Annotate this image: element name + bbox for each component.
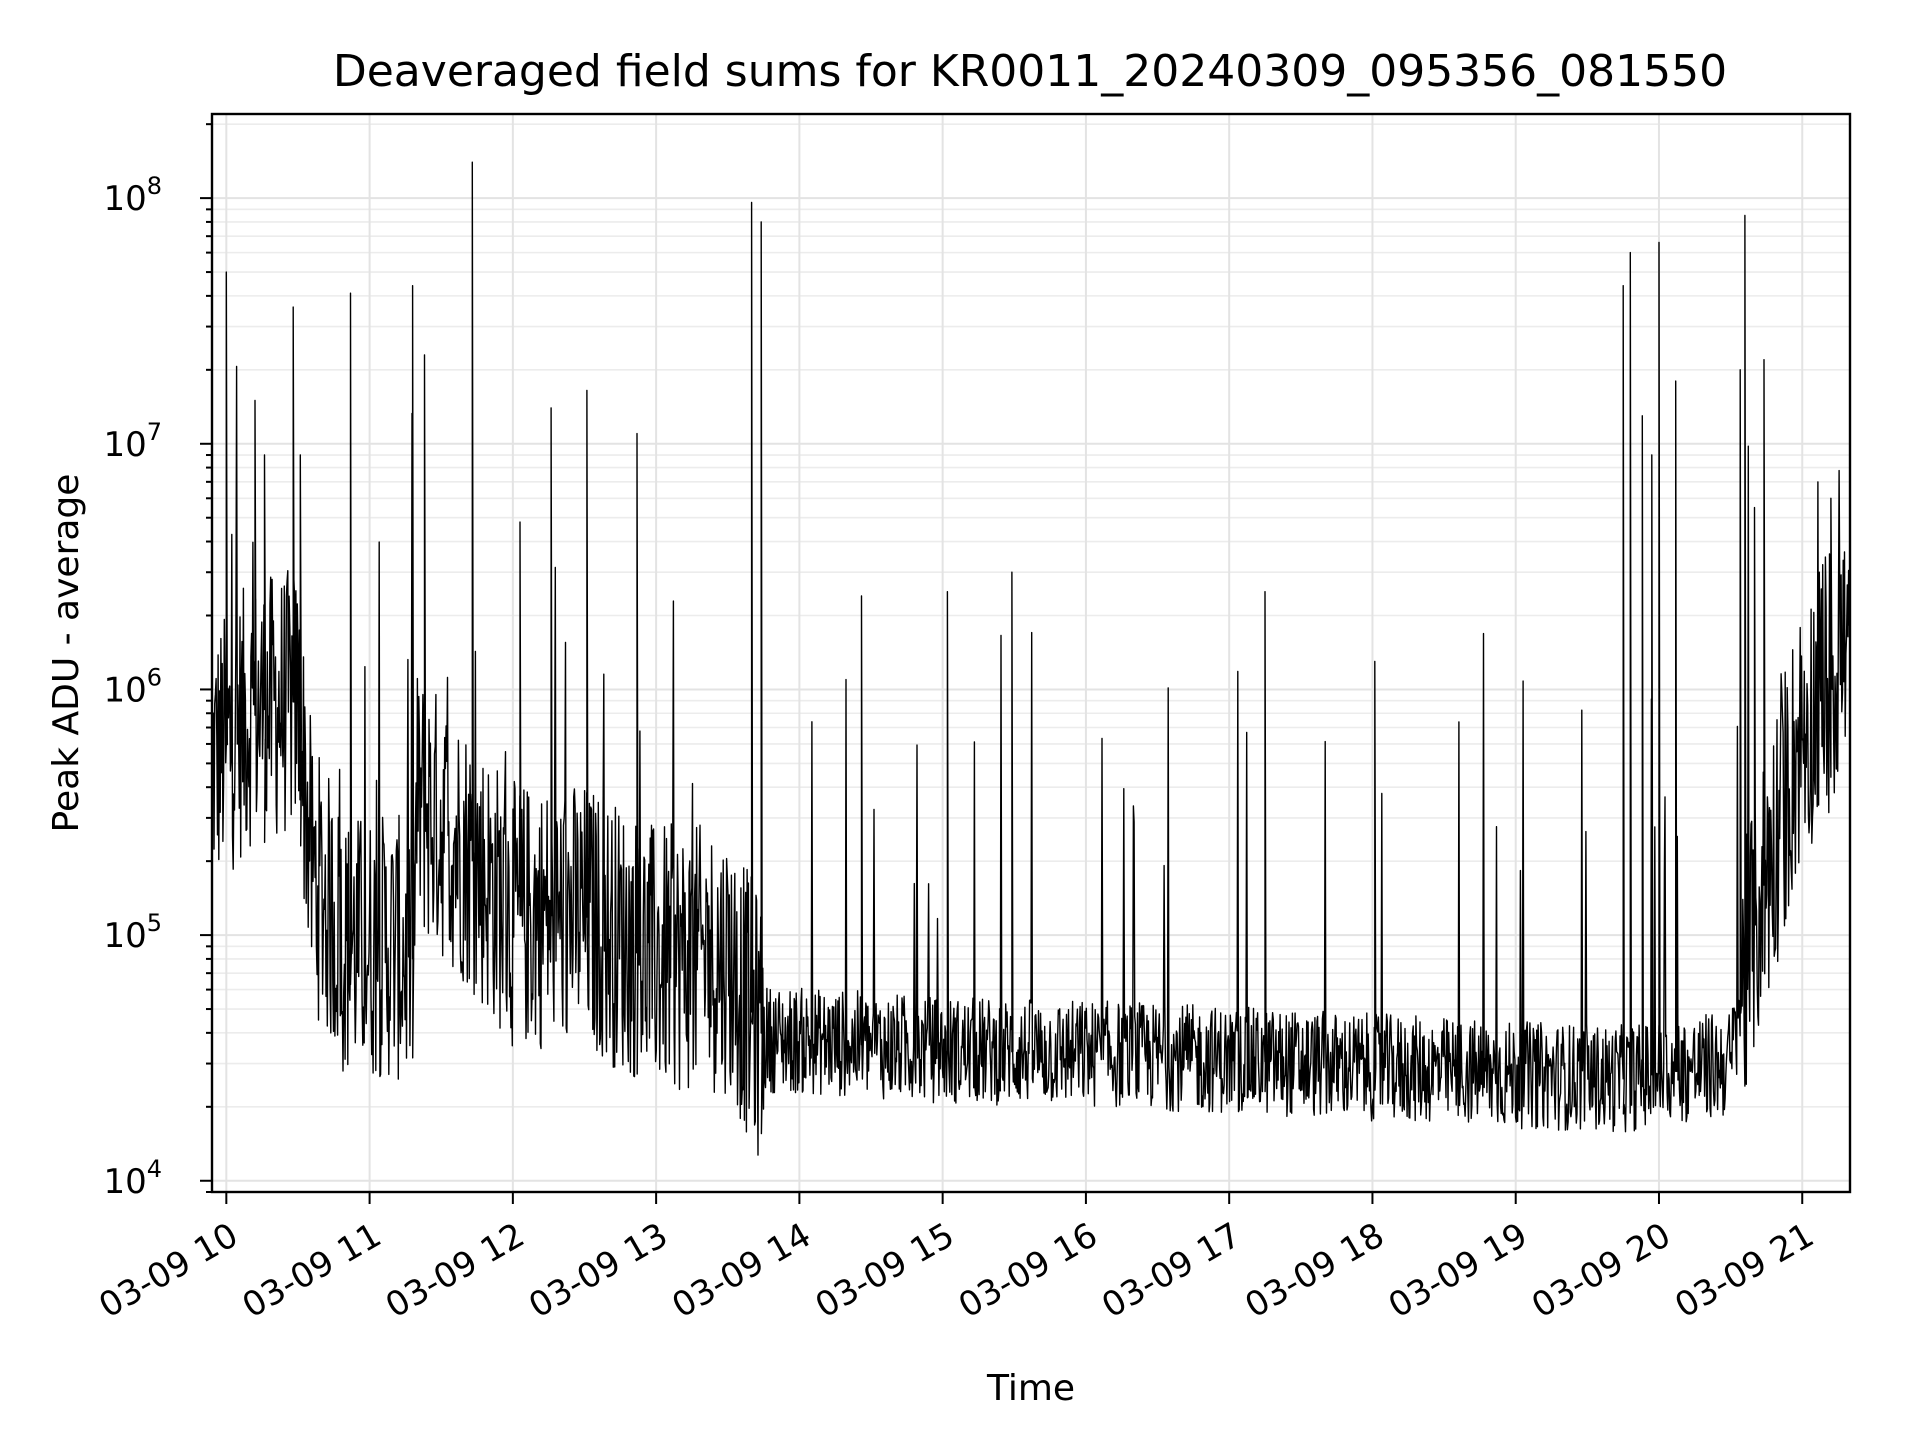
y-tick-exponent: 4	[147, 1155, 162, 1183]
chart-title: Deaveraged field sums for KR0011_2024030…	[333, 46, 1727, 97]
x-axis-label: Time	[986, 1368, 1075, 1409]
y-axis-label: Peak ADU - average	[46, 474, 87, 833]
y-tick-exponent: 6	[147, 663, 162, 691]
series-line	[211, 161, 1851, 1156]
y-tick-exponent: 7	[147, 418, 162, 446]
plot-frame	[210, 112, 1852, 1194]
y-tick-exponent: 5	[147, 909, 162, 937]
y-tick-exponent: 8	[147, 172, 162, 200]
series	[211, 161, 1851, 1156]
